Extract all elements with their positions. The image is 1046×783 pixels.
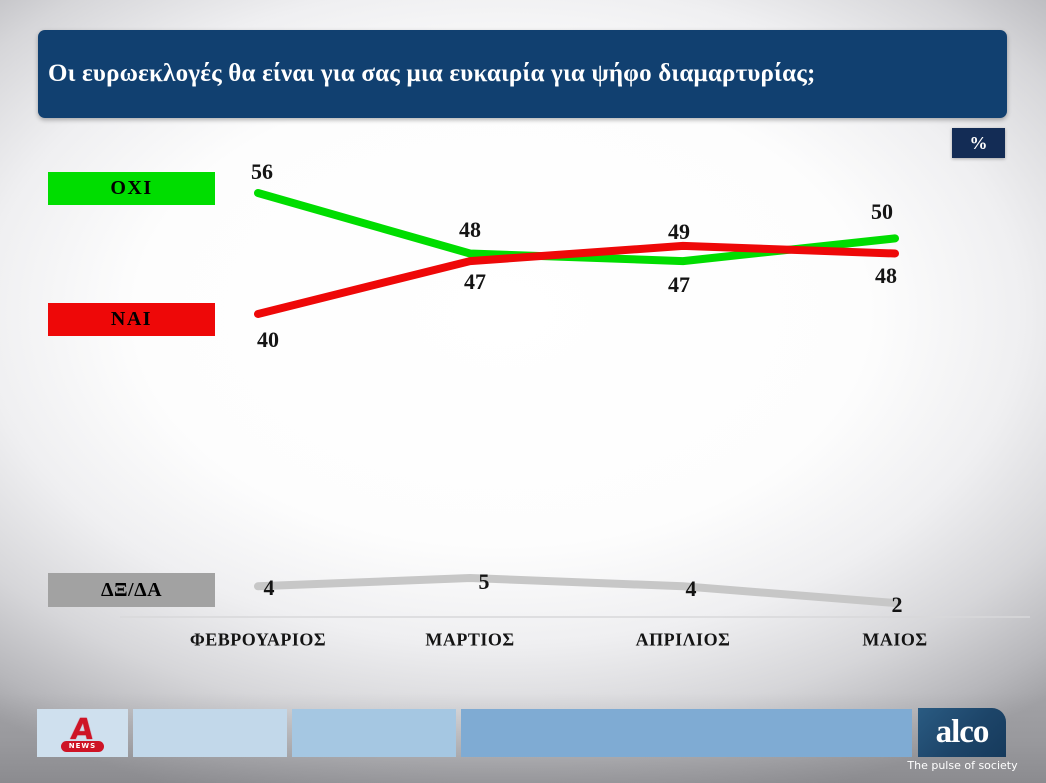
alpha-news-label: NEWS [60, 740, 105, 752]
alpha-news-logo: A NEWS [60, 711, 105, 752]
legend-item-dxda: ΔΞ/ΔΑ [48, 573, 215, 607]
title-bar: Οι ευρωεκλογές θα είναι για σας μια ευκα… [38, 30, 1007, 118]
value-label: 47 [464, 269, 486, 295]
legend-item-oxi: ΟΧΙ [48, 172, 215, 205]
alco-tagline: The pulse of society [907, 759, 1018, 772]
value-label: 50 [871, 199, 893, 225]
nai-line [254, 241, 899, 318]
value-label: 48 [875, 262, 897, 288]
value-label: 40 [257, 327, 279, 352]
value-label: 49 [668, 218, 690, 244]
value-label: 2 [891, 591, 903, 617]
footer-block-3 [292, 709, 456, 757]
footer-block-2 [133, 709, 287, 757]
page-title: Οι ευρωεκλογές θα είναι για σας μια ευκα… [48, 60, 816, 87]
footer-block-4 [461, 709, 912, 757]
alpha-letter-icon: A [69, 711, 96, 746]
x-axis-label: ΜΑΙΟΣ [862, 629, 928, 650]
legend-item-nai: ΝΑΙ [48, 303, 215, 336]
dxda-line [254, 574, 899, 607]
value-label: 5 [478, 569, 490, 594]
alco-logo-box: alco [918, 708, 1006, 757]
x-axis-label: ΜΑΡΤΙΟΣ [425, 629, 515, 650]
value-label: 4 [263, 575, 275, 601]
x-axis-label: ΦΕΒΡΟΥΑΡΙΟΣ [189, 629, 327, 650]
percent-unit-badge: % [952, 128, 1005, 158]
footer-block-alpha: A NEWS [37, 709, 128, 757]
value-label: 56 [251, 159, 273, 184]
value-label: 47 [668, 272, 690, 298]
value-label: 48 [459, 216, 481, 242]
alco-logo: alco [935, 714, 990, 750]
value-label: 4 [685, 576, 697, 602]
x-axis-label: ΑΠΡΙΛΙΟΣ [635, 629, 731, 650]
